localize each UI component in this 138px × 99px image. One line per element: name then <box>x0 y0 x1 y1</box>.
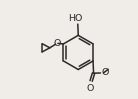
Text: O: O <box>53 39 61 48</box>
Text: HO: HO <box>68 14 83 23</box>
Text: O: O <box>101 69 109 78</box>
Text: O: O <box>86 84 94 93</box>
